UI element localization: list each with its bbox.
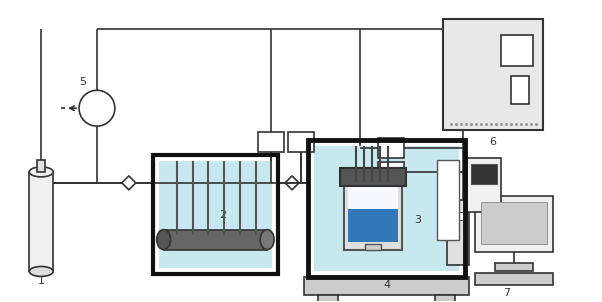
Bar bbox=[475, 196, 553, 252]
Bar bbox=[318, 295, 338, 302]
Bar bbox=[435, 295, 455, 302]
Text: 9: 9 bbox=[298, 137, 304, 147]
Bar bbox=[365, 244, 380, 249]
Ellipse shape bbox=[157, 230, 170, 249]
Text: 1: 1 bbox=[38, 276, 45, 286]
Bar bbox=[447, 200, 469, 265]
Text: 8: 8 bbox=[388, 143, 394, 153]
Bar bbox=[452, 212, 465, 220]
Text: 6: 6 bbox=[489, 137, 497, 147]
Bar bbox=[340, 168, 406, 186]
Text: 5: 5 bbox=[79, 77, 87, 87]
Text: 9: 9 bbox=[388, 167, 394, 177]
Bar bbox=[153, 155, 278, 275]
Bar bbox=[308, 140, 465, 278]
Ellipse shape bbox=[29, 167, 53, 177]
Bar bbox=[377, 162, 403, 182]
Bar bbox=[164, 230, 267, 249]
Text: 8: 8 bbox=[268, 137, 274, 147]
Bar bbox=[159, 161, 272, 268]
Text: 4: 4 bbox=[383, 280, 390, 291]
Bar bbox=[438, 160, 459, 239]
Bar bbox=[304, 278, 469, 295]
Text: 2: 2 bbox=[219, 210, 226, 220]
Text: 7: 7 bbox=[503, 288, 510, 298]
Circle shape bbox=[79, 90, 115, 126]
Bar bbox=[501, 34, 533, 66]
Bar bbox=[475, 273, 553, 285]
Bar bbox=[314, 146, 459, 271]
Bar bbox=[481, 202, 547, 244]
Bar bbox=[29, 172, 53, 271]
Bar bbox=[348, 182, 397, 209]
Bar bbox=[348, 209, 397, 242]
Bar bbox=[443, 19, 543, 130]
Bar bbox=[344, 168, 402, 249]
Bar bbox=[258, 132, 284, 152]
Bar bbox=[377, 138, 403, 158]
Ellipse shape bbox=[260, 230, 274, 249]
Bar bbox=[37, 160, 45, 172]
Bar bbox=[471, 164, 497, 184]
Bar bbox=[288, 132, 314, 152]
Text: 3: 3 bbox=[414, 215, 421, 225]
Ellipse shape bbox=[29, 266, 53, 276]
Bar bbox=[467, 158, 501, 212]
Bar bbox=[495, 263, 533, 271]
Bar bbox=[511, 76, 529, 104]
